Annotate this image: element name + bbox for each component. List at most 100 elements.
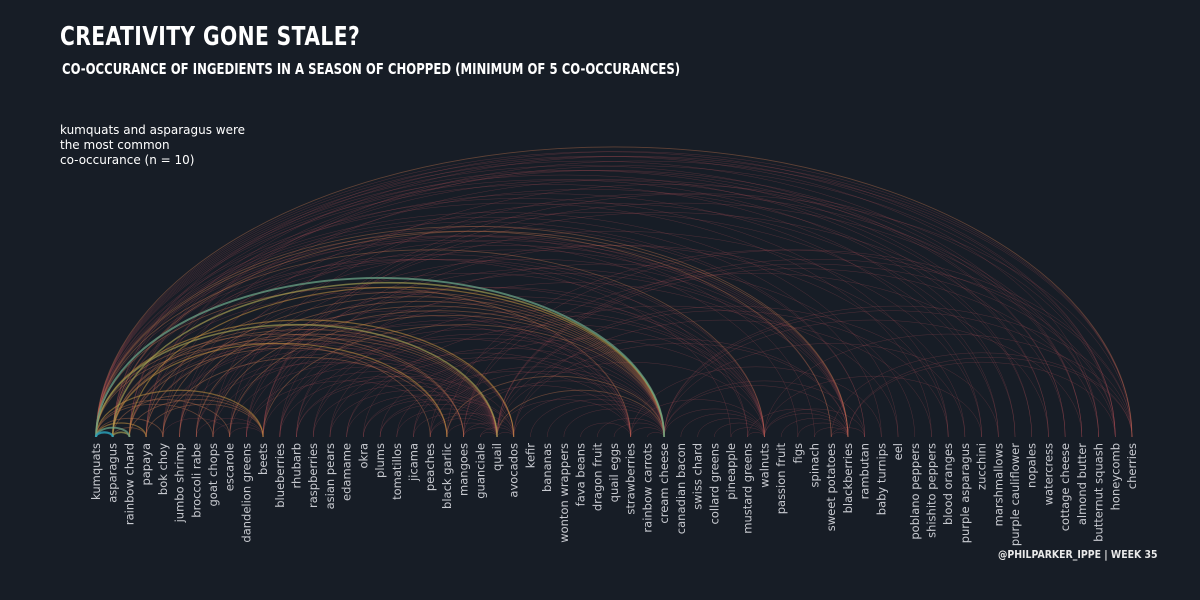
arc-link — [95, 151, 1116, 438]
arc-link — [145, 338, 498, 438]
arc-link — [764, 413, 849, 438]
arc-link — [128, 347, 448, 438]
arc-link — [597, 418, 665, 438]
node-label: rhubarb — [290, 443, 304, 488]
arc-link — [797, 422, 849, 438]
arc-link — [663, 408, 765, 438]
annotation-line: the most common — [60, 138, 170, 152]
arc-link — [129, 329, 514, 438]
arc-link — [463, 380, 665, 438]
arc-link — [129, 258, 765, 438]
arc-link — [429, 413, 514, 438]
node-label: plums — [373, 443, 387, 478]
node-label: blackberries — [841, 443, 855, 513]
arc-link — [262, 371, 498, 438]
annotation-line: kumquats and asparagus were — [60, 123, 246, 137]
arc-link — [830, 432, 849, 438]
arc-link — [95, 160, 1083, 438]
node-label: cream cheese — [657, 443, 671, 524]
arc-link — [196, 361, 464, 438]
node-label: quail — [490, 443, 504, 471]
arc-link — [179, 273, 765, 438]
arc-link — [262, 273, 849, 438]
arc-link — [429, 305, 899, 438]
node-label: purple cauliflower — [1008, 443, 1022, 546]
arc-link — [95, 146, 1133, 438]
node-label: swiss chard — [691, 443, 705, 510]
arc-link — [780, 418, 849, 438]
node-label: asian pears — [323, 443, 337, 509]
node-label: fava beans — [574, 443, 588, 506]
arc-link — [112, 170, 1066, 438]
arc-link — [212, 357, 498, 438]
node-label: nopales — [1025, 443, 1039, 488]
node-label: jicama — [406, 443, 420, 482]
arc-link — [112, 235, 832, 438]
node-label: peaches — [423, 443, 437, 491]
arc-link — [112, 343, 448, 438]
arc-link — [630, 427, 665, 438]
arc-link — [663, 380, 865, 438]
node-label: rambutan — [858, 443, 872, 499]
arc-link — [145, 403, 264, 438]
arc-link — [496, 338, 849, 438]
node-label: edamame — [340, 443, 354, 501]
arc-link — [663, 385, 849, 438]
node-label: guanciale — [473, 443, 487, 499]
arc-link — [279, 329, 665, 438]
arc-link — [296, 380, 498, 438]
arc-link — [413, 366, 665, 438]
arc-link — [363, 324, 765, 438]
arc-link — [95, 202, 932, 438]
arc-link — [296, 263, 916, 438]
node-label: figs — [791, 443, 805, 464]
node-label: rainbow chard — [122, 443, 136, 525]
arc-link — [513, 394, 665, 438]
arc-link — [663, 343, 999, 438]
node-label: goat chops — [206, 443, 220, 507]
arc-link — [162, 244, 849, 438]
node-label: broccoli rabe — [189, 443, 203, 518]
arc-link — [95, 226, 849, 438]
chart-subtitle: CO-OCCURANCE OF INGEDIENTS IN A SEASON O… — [62, 60, 681, 78]
arc-link — [95, 399, 231, 438]
arc-link — [764, 408, 865, 438]
arc-link — [262, 324, 665, 438]
arc-link — [112, 329, 498, 438]
node-label: beets — [256, 443, 270, 475]
node-label: black garlic — [440, 443, 454, 509]
arc-link — [229, 361, 498, 438]
arc-link — [496, 399, 631, 438]
credit-line: @PHILPARKER_IPPE | WEEK 35 — [998, 548, 1158, 561]
node-label: purple asparagus — [958, 443, 972, 543]
arc-link — [95, 240, 799, 438]
arc-link — [697, 418, 765, 438]
arc-link — [112, 394, 264, 438]
node-label: strawberries — [624, 443, 638, 515]
arc-link — [196, 315, 631, 438]
node-label: tomatillos — [390, 443, 404, 500]
arc-link — [95, 333, 465, 438]
arc-link — [279, 375, 498, 438]
node-label: zucchini — [975, 443, 989, 490]
arc-link — [346, 357, 631, 438]
arc-link — [429, 418, 498, 438]
arc-link — [229, 287, 765, 438]
arc-link — [145, 291, 665, 438]
arc-link — [463, 422, 514, 438]
arc-link — [446, 375, 665, 438]
node-label: cherries — [1125, 443, 1139, 489]
arc-link — [95, 277, 666, 438]
node-label: rainbow carrots — [640, 443, 654, 533]
node-label: watercress — [1041, 443, 1055, 505]
arc-link — [764, 375, 982, 438]
arc-link — [847, 361, 1116, 438]
arc-link — [179, 347, 498, 438]
node-label: baby turnips — [874, 443, 888, 515]
node-label: marshmallows — [991, 443, 1005, 526]
arcs-layer — [94, 146, 1133, 438]
arc-link — [196, 212, 999, 438]
arc-link — [129, 156, 1133, 438]
node-label: passion fruit — [774, 443, 788, 515]
